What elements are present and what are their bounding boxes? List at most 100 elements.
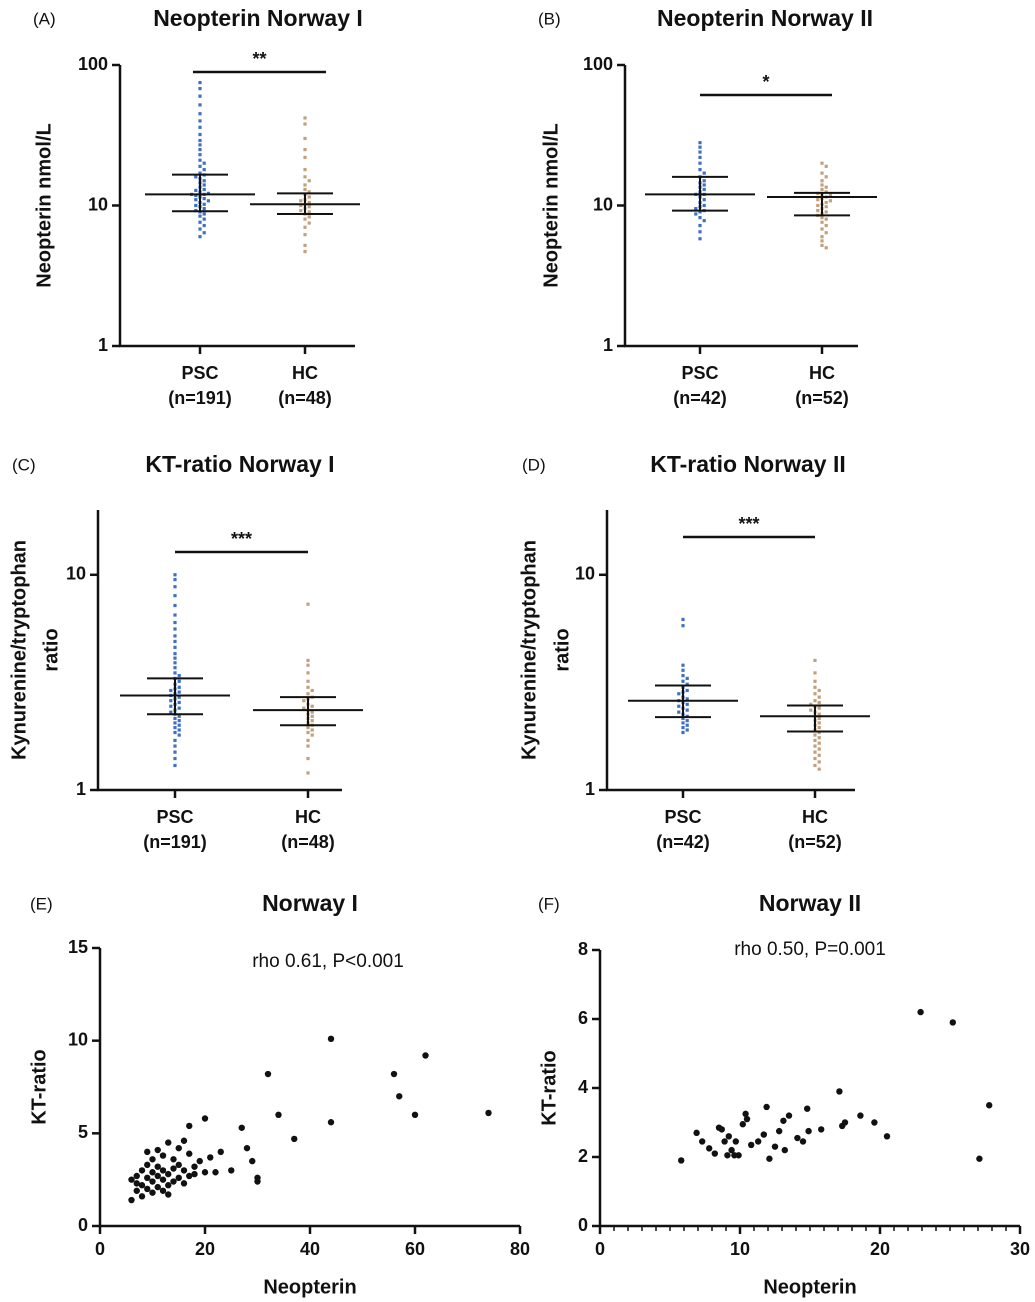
data-point (228, 1167, 235, 1174)
data-point (685, 728, 689, 732)
data-point (824, 246, 828, 250)
data-point (818, 1126, 825, 1133)
data-point (194, 193, 198, 198)
data-point (721, 1138, 728, 1145)
data-point (681, 725, 685, 730)
data-point (841, 1119, 849, 1126)
data-point (411, 1111, 419, 1119)
data-point (217, 1148, 224, 1156)
y-tick-label: 100 (583, 54, 613, 74)
data-point (685, 697, 689, 701)
y-tick-label: 5 (78, 1122, 88, 1142)
y-tick-label: 0 (578, 1215, 588, 1235)
data-point (173, 620, 177, 625)
data-point (194, 188, 198, 193)
panel-label: (A) (33, 9, 56, 28)
y-axis-label: ratio (40, 628, 62, 671)
data-point (986, 1102, 993, 1109)
data-point (817, 695, 821, 699)
data-point (820, 235, 824, 239)
annotation: rho 0.61, P<0.001 (252, 951, 404, 972)
data-point (303, 233, 307, 237)
data-point (820, 239, 824, 243)
data-point (186, 1172, 193, 1180)
y-tick-label: 1 (603, 335, 613, 355)
data-point (681, 730, 685, 735)
data-point (804, 1105, 811, 1112)
data-point (212, 1169, 219, 1176)
data-point (813, 692, 817, 696)
chart-title: Norway I (262, 890, 358, 916)
data-point (198, 147, 202, 152)
data-point (303, 155, 307, 159)
data-point (170, 1156, 177, 1163)
data-point (177, 723, 181, 727)
data-point (820, 183, 824, 187)
data-point (310, 710, 314, 714)
data-point (173, 645, 177, 649)
data-point (202, 183, 206, 187)
data-point (813, 756, 817, 761)
data-point (177, 706, 181, 710)
panel-label: (B) (538, 9, 561, 28)
data-point (165, 1139, 172, 1146)
data-point (327, 1119, 335, 1126)
data-point (857, 1112, 864, 1119)
data-point (813, 658, 817, 663)
data-point (198, 119, 202, 123)
data-point (299, 208, 303, 213)
data-point (307, 221, 311, 225)
data-point (698, 150, 702, 154)
data-point (177, 714, 181, 718)
data-point (202, 161, 206, 165)
data-point (735, 1152, 742, 1159)
data-point (310, 719, 314, 723)
data-point (180, 1137, 188, 1144)
y-axis-label: Neopterin nmol/L (33, 123, 55, 287)
data-point (702, 198, 706, 202)
data-point (817, 736, 821, 740)
data-point (169, 704, 173, 708)
data-point (702, 171, 706, 175)
data-point (198, 138, 202, 143)
data-point (310, 728, 314, 732)
data-point (949, 1019, 956, 1026)
data-point (173, 716, 177, 721)
data-point (698, 155, 702, 159)
data-point (154, 1172, 161, 1180)
data-point (748, 1141, 755, 1149)
data-point (817, 716, 821, 721)
x-tick-count: (n=42) (656, 832, 710, 852)
data-point (681, 617, 685, 622)
chart-title: Neopterin Norway II (657, 5, 873, 31)
data-point (685, 708, 689, 712)
data-point (310, 733, 314, 737)
data-point (307, 205, 311, 209)
data-point (702, 187, 706, 192)
data-point (816, 198, 820, 202)
data-point (202, 212, 206, 216)
chart-title: Norway II (759, 890, 861, 916)
data-point (813, 679, 817, 683)
data-point (306, 692, 310, 696)
data-point (149, 1178, 156, 1185)
data-point (303, 168, 307, 172)
data-point (177, 674, 181, 678)
data-point (677, 704, 681, 708)
data-point (243, 1144, 251, 1152)
data-point (813, 699, 817, 703)
data-point (799, 1138, 807, 1145)
data-point (186, 1122, 193, 1130)
data-point (165, 1170, 172, 1178)
y-tick-label: 10 (68, 1029, 88, 1049)
data-point (299, 199, 303, 203)
data-point (711, 1150, 718, 1157)
data-point (173, 661, 177, 665)
y-tick-label: 8 (578, 939, 588, 959)
y-tick-label: 100 (78, 54, 108, 74)
data-point (694, 207, 698, 211)
data-point (883, 1133, 891, 1140)
data-point (138, 1182, 146, 1189)
data-point (154, 1146, 161, 1154)
data-point (173, 763, 177, 768)
